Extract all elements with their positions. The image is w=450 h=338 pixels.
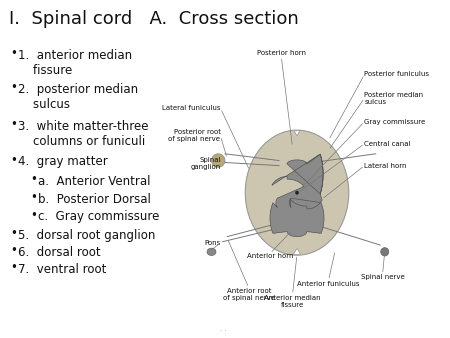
Text: Posterior funiculus: Posterior funiculus [364, 71, 429, 77]
Text: •: • [10, 81, 17, 94]
Text: a.  Anterior Ventral: a. Anterior Ventral [38, 175, 151, 188]
Ellipse shape [245, 130, 349, 255]
Text: •: • [10, 47, 17, 60]
Text: Posterior horn: Posterior horn [257, 50, 306, 56]
Ellipse shape [381, 247, 389, 256]
Text: 2.  posterior median
    sulcus: 2. posterior median sulcus [18, 83, 138, 111]
Text: •: • [10, 244, 17, 257]
Text: Posterior root
of spinal nerve: Posterior root of spinal nerve [168, 129, 220, 142]
Text: 6.  dorsal root: 6. dorsal root [18, 246, 101, 259]
Polygon shape [294, 131, 300, 136]
Text: •: • [30, 191, 37, 204]
Text: Pons: Pons [204, 240, 220, 246]
Text: •: • [10, 261, 17, 274]
Text: I.  Spinal cord   A.  Cross section: I. Spinal cord A. Cross section [9, 10, 299, 28]
Text: Anterior root
of spinal nerve: Anterior root of spinal nerve [223, 288, 275, 301]
Text: Lateral funiculus: Lateral funiculus [162, 105, 220, 111]
Text: •: • [10, 227, 17, 240]
Text: Anterior funiculus: Anterior funiculus [297, 281, 360, 287]
Ellipse shape [295, 191, 299, 194]
Text: . .: . . [220, 326, 227, 332]
Text: b.  Posterior Dorsal: b. Posterior Dorsal [38, 193, 151, 206]
Text: •: • [10, 154, 17, 167]
Text: 4.  gray matter: 4. gray matter [18, 155, 108, 168]
Polygon shape [270, 154, 324, 237]
Text: c.  Gray commissure: c. Gray commissure [38, 210, 160, 223]
Text: 7.  ventral root: 7. ventral root [18, 263, 106, 276]
Text: •: • [30, 173, 37, 186]
Text: Spinal
ganglion: Spinal ganglion [190, 157, 220, 170]
Text: 1.  anterior median
    fissure: 1. anterior median fissure [18, 49, 132, 77]
Ellipse shape [212, 154, 225, 167]
Text: Gray commissure: Gray commissure [364, 119, 426, 125]
Ellipse shape [207, 248, 216, 256]
Text: •: • [30, 209, 37, 221]
Text: •: • [10, 118, 17, 131]
Text: Central canal: Central canal [364, 141, 411, 147]
Text: Lateral horn: Lateral horn [364, 163, 407, 169]
Text: Anterior median
fissure: Anterior median fissure [264, 295, 321, 308]
Text: Spinal nerve: Spinal nerve [360, 274, 405, 281]
Text: Anterior horn: Anterior horn [247, 254, 293, 260]
Polygon shape [293, 248, 301, 255]
Text: Posterior median
sulcus: Posterior median sulcus [364, 92, 423, 104]
Text: 3.  white matter-three
    columns or funiculi: 3. white matter-three columns or funicul… [18, 120, 149, 148]
Text: 5.  dorsal root ganglion: 5. dorsal root ganglion [18, 229, 155, 242]
